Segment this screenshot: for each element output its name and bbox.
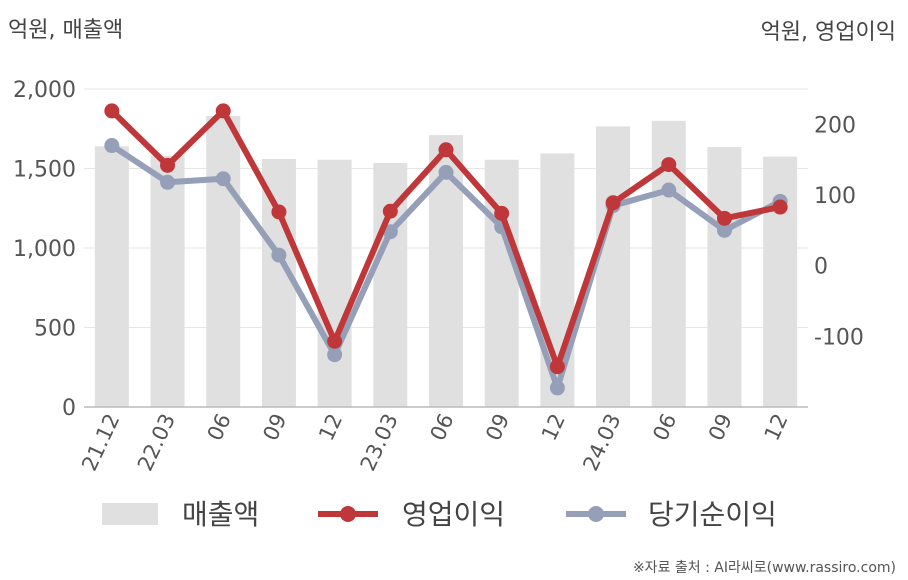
point-net-income	[716, 222, 732, 238]
point-net-income	[382, 224, 398, 240]
point-operating-profit	[549, 359, 565, 375]
left-tick-label: 0	[62, 396, 76, 421]
point-operating-profit	[104, 103, 120, 119]
legend-label-net-income: 당기순이익	[648, 498, 777, 531]
point-operating-profit	[327, 333, 343, 349]
bar-revenue	[94, 146, 129, 408]
point-net-income	[104, 138, 120, 154]
point-operating-profit	[772, 199, 788, 215]
left-axis-ticks: 0 500 1,000 1,500 2,000	[13, 78, 76, 421]
legend-marker-operating-profit	[340, 506, 356, 522]
point-operating-profit	[438, 142, 454, 158]
right-tick-label: -100	[814, 325, 864, 350]
revenue-bars	[94, 116, 798, 408]
right-tick-label: 0	[814, 255, 828, 280]
left-tick-label: 1,500	[13, 158, 76, 183]
x-axis-ticks: 21.12 22.03 06 09 12 23.03 06 09 12 24.03 06 09 12	[77, 410, 792, 475]
bar-revenue	[261, 158, 296, 407]
point-net-income	[438, 164, 454, 180]
left-tick-label: 500	[34, 317, 76, 342]
x-tick-label: 06	[203, 410, 236, 444]
profit-lines	[104, 103, 788, 396]
point-net-income	[160, 174, 176, 190]
right-tick-label: 100	[814, 184, 856, 209]
bar-revenue	[373, 162, 408, 407]
point-net-income	[215, 171, 231, 187]
point-operating-profit	[215, 103, 231, 119]
left-tick-label: 2,000	[13, 78, 76, 103]
point-net-income	[661, 182, 677, 198]
x-tick-label: 06	[648, 410, 681, 444]
legend-label-operating-profit: 영업이익	[402, 498, 505, 531]
x-tick-label: 09	[481, 410, 514, 444]
left-axis-unit: 억원, 매출액	[8, 18, 123, 43]
right-axis-ticks: -100 0 100 200	[814, 113, 864, 350]
left-tick-label: 1,000	[13, 237, 76, 262]
point-net-income	[271, 247, 287, 263]
legend-swatch-revenue	[102, 503, 158, 525]
bar-revenue	[317, 159, 352, 407]
x-tick-label: 09	[704, 410, 737, 444]
x-tick-label: 22.03	[133, 410, 180, 475]
right-tick-label: 200	[814, 113, 856, 138]
x-tick-label: 24.03	[578, 410, 625, 475]
point-operating-profit	[271, 204, 287, 220]
bar-revenue	[206, 116, 241, 407]
bar-revenue	[596, 126, 631, 408]
x-tick-label: 23.03	[356, 410, 403, 475]
point-operating-profit	[382, 203, 398, 219]
point-operating-profit	[160, 157, 176, 173]
point-operating-profit	[661, 157, 677, 173]
legend: 매출액 영업이익 당기순이익	[102, 498, 777, 531]
right-axis-unit: 억원, 영업이익	[761, 20, 896, 45]
bar-revenue	[707, 147, 742, 407]
point-operating-profit	[716, 210, 732, 226]
x-tick-label: 12	[760, 410, 793, 444]
legend-label-revenue: 매출액	[182, 498, 259, 531]
bar-revenue	[150, 155, 185, 407]
source-note: ※자료 출처 : AI라씨로(www.rassiro.com)	[633, 560, 896, 576]
x-tick-label: 06	[425, 410, 458, 444]
x-tick-label: 12	[314, 410, 347, 444]
x-tick-label: 12	[537, 410, 570, 444]
point-operating-profit	[605, 195, 621, 211]
point-net-income	[549, 380, 565, 396]
legend-marker-net-income	[588, 506, 604, 522]
point-net-income	[327, 347, 343, 363]
x-tick-label: 21.12	[77, 410, 124, 475]
x-tick-label: 09	[258, 410, 291, 444]
point-operating-profit	[494, 205, 510, 221]
